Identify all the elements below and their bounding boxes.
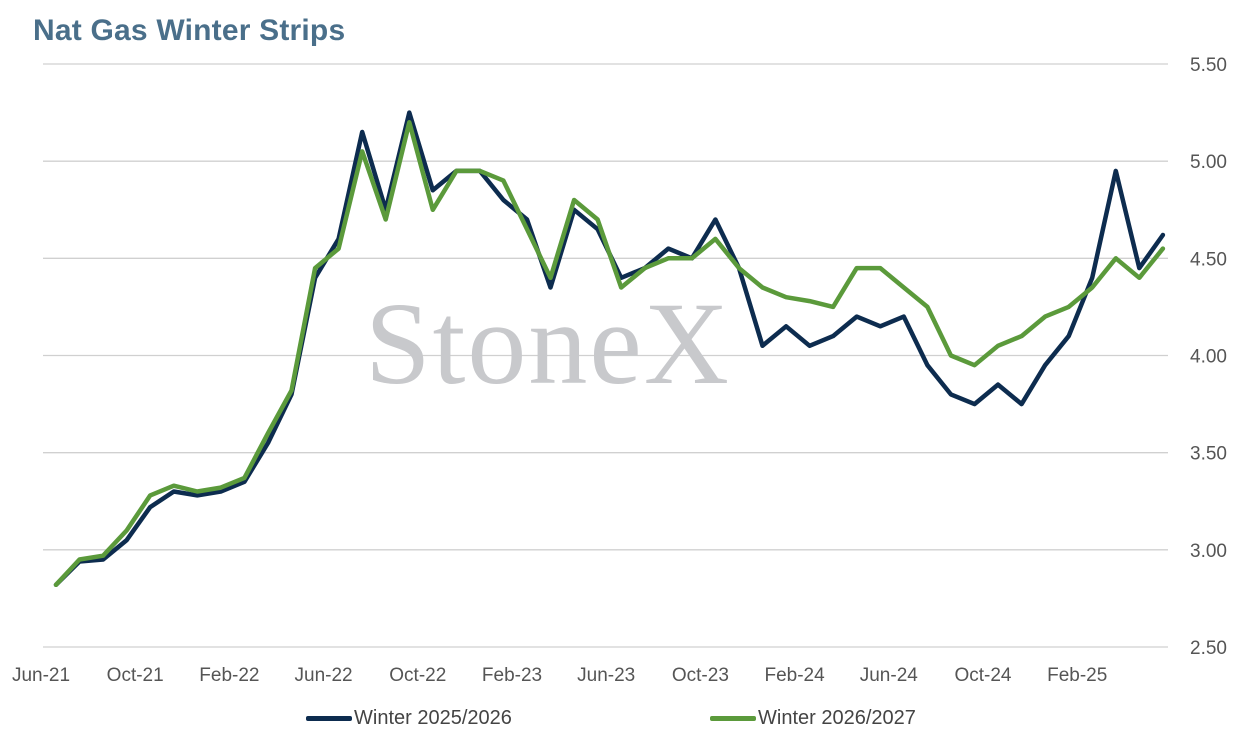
y-tick-label: 5.00 [1190,152,1227,173]
legend-label: Winter 2025/2026 [354,707,512,729]
x-axis: Jun-21 Oct-21 Feb-22 Jun-22 Oct-22 Feb-23 Jun-… [12,665,1107,686]
legend-swatch [306,716,352,721]
chart-title: Nat Gas Winter Strips [33,14,346,47]
x-tick-label: Oct-21 [107,665,164,686]
x-tick-label: Feb-23 [482,665,542,686]
gridlines [43,63,1168,648]
legend-swatch [710,716,756,721]
x-tick-label: Oct-24 [954,665,1011,686]
series-line-winter-2026-2027 [53,120,1166,588]
y-tick-label: 4.50 [1190,249,1227,270]
x-tick-label: Jun-23 [577,665,635,686]
watermark-logo: StoneX [365,278,731,409]
y-tick-label: 3.00 [1190,541,1227,562]
y-tick-label: 2.50 [1190,638,1227,659]
x-tick-label: Jun-24 [860,665,919,686]
x-tick-label: Feb-22 [199,665,259,686]
legend-label: Winter 2026/2027 [758,707,916,729]
legend-item-winter-2026-2027: Winter 2026/2027 [710,707,916,730]
y-tick-label: 3.50 [1190,444,1227,465]
x-tick-label: Feb-25 [1047,665,1107,686]
y-tick-label: 4.00 [1190,347,1227,368]
x-tick-label: Jun-21 [12,665,70,686]
y-tick-label: 5.50 [1190,55,1227,76]
x-tick-label: Oct-22 [389,665,446,686]
series-lines [53,110,1166,588]
y-axis: 5.50 5.00 4.50 4.00 3.50 3.00 2.50 [1190,55,1227,659]
x-tick-label: Feb-24 [764,665,825,686]
x-tick-label: Oct-23 [672,665,729,686]
x-tick-label: Jun-22 [295,665,353,686]
legend-item-winter-2025-2026: Winter 2025/2026 [306,707,512,730]
